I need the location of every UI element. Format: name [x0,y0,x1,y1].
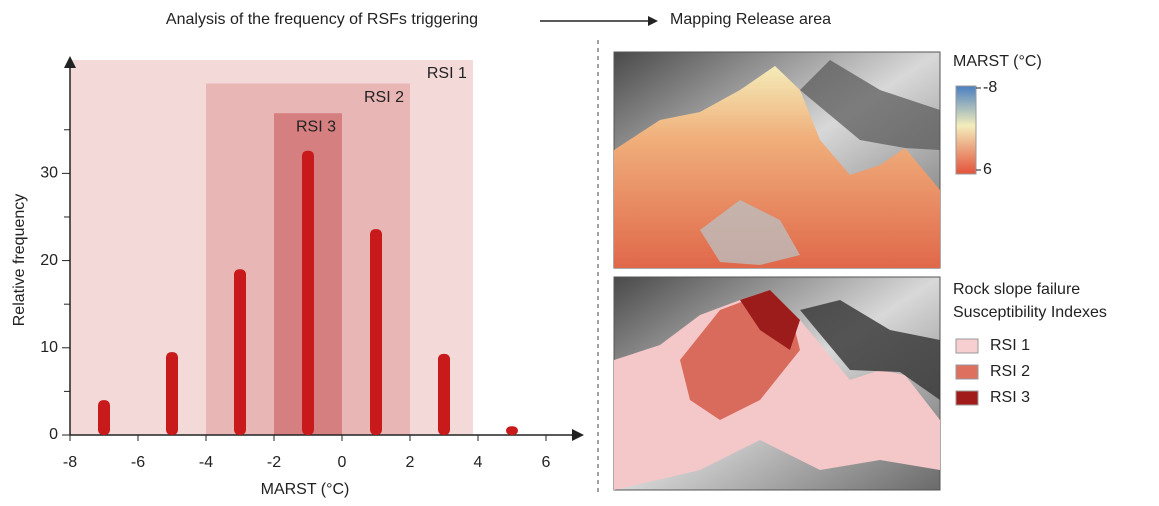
colorbar-title: MARST (°C) [953,53,1042,70]
colorbar-tick-label: 6 [983,161,992,178]
x-tick-label: -2 [267,454,281,471]
x-tick-label: -6 [131,454,145,471]
bar [302,151,314,435]
plot: RSI 1 RSI 2 RSI 3 -8 -6 -4 -2 0 2 4 6 0 10 20 30 MARST … [11,56,584,498]
bar [370,229,382,435]
colorbar-ticks: -8 6 [976,79,997,178]
legend-swatch [956,365,978,379]
colorbar [956,86,976,174]
x-axis-label: MARST (°C) [261,481,350,498]
header-arrowhead [648,16,658,26]
bar [506,426,518,435]
map-rsi [614,277,940,490]
x-tick-label: -8 [63,454,77,471]
rsi-title: Susceptibility Indexes [953,304,1107,321]
legend-label: RSI 1 [990,337,1030,354]
x-tick-label: 0 [338,454,347,471]
bar [166,352,178,435]
rsi-legend: RSI 1 RSI 2 RSI 3 [956,337,1030,406]
rsi-title: Rock slope failure [953,281,1080,298]
y-tick-label: 30 [40,165,58,182]
legend-swatch [956,339,978,353]
map-marst [614,52,940,268]
x-tick-label: 6 [542,454,551,471]
x-tick-label: 4 [474,454,483,471]
page: Analysis of the frequency of RSFs trigge… [0,0,1159,506]
rsi-label: RSI 3 [296,118,336,135]
legend-swatch [956,391,978,405]
legend-label: RSI 2 [990,363,1030,380]
legend-label: RSI 3 [990,389,1030,406]
header-left: Analysis of the frequency of RSFs trigge… [166,11,478,28]
colorbar-tick-label: -8 [983,79,997,96]
y-tick-label: 10 [40,339,58,356]
bar [438,354,450,435]
header-right: Mapping Release area [670,11,831,28]
rsi-label: RSI 2 [364,89,404,106]
x-tick-label: 2 [406,454,415,471]
bar [234,269,246,435]
bar [98,400,110,435]
rsi-label: RSI 1 [427,65,467,82]
y-tick-label: 20 [40,252,58,269]
figure: Analysis of the frequency of RSFs trigge… [0,0,1159,501]
x-tick-label: -4 [199,454,213,471]
y-tick-label: 0 [49,426,58,443]
y-axis-label: Relative frequency [11,194,28,327]
x-arrow [572,429,584,441]
